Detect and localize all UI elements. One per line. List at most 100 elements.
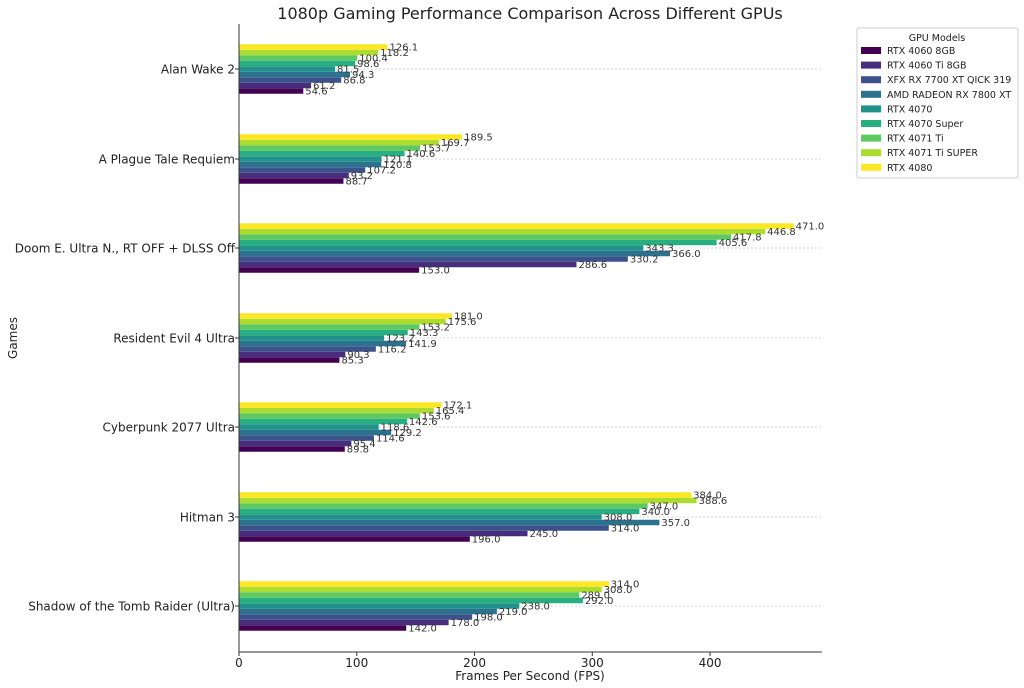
value-label: 181.0 <box>454 312 483 323</box>
value-label: 116.2 <box>378 345 407 356</box>
legend-label: RTX 4070 Super <box>887 119 963 130</box>
value-label: 446.8 <box>767 227 796 238</box>
bar <box>239 228 766 235</box>
value-label: 89.8 <box>347 445 369 456</box>
bar <box>239 407 434 414</box>
value-label: 417.8 <box>733 233 762 244</box>
bar <box>239 71 351 78</box>
legend-swatch <box>861 120 881 127</box>
value-label: 123.2 <box>386 334 415 345</box>
bar <box>239 239 717 246</box>
x-tick-label: 200 <box>463 656 486 670</box>
x-axis-label: Frames Per Second (FPS) <box>455 669 605 683</box>
x-tick-label: 300 <box>581 656 604 670</box>
value-label: 61.2 <box>313 81 335 92</box>
legend-swatch <box>861 76 881 84</box>
y-tick-label: Resident Evil 4 Ultra <box>113 332 235 346</box>
value-label: 196.0 <box>472 535 501 546</box>
value-label: 153.2 <box>421 323 450 334</box>
value-label: 90.3 <box>347 350 369 361</box>
bar <box>239 418 407 425</box>
legend-swatch <box>861 105 881 113</box>
bar <box>239 413 420 419</box>
bar <box>239 340 407 347</box>
y-tick-label: Hitman 3 <box>180 511 235 525</box>
bar <box>239 592 580 598</box>
bar <box>239 267 420 273</box>
bar <box>239 55 358 61</box>
legend-label: RTX 4071 Ti <box>887 134 944 145</box>
legend-label: RTX 4080 <box>887 163 932 174</box>
value-label: 384.0 <box>693 491 722 502</box>
value-label: 153.0 <box>421 266 450 277</box>
bar <box>239 440 352 447</box>
y-tick-label: Alan Wake 2 <box>161 63 235 77</box>
value-label: 292.0 <box>585 596 614 607</box>
value-label: 129.2 <box>393 428 422 439</box>
value-label: 289.0 <box>581 591 610 602</box>
bar <box>239 66 335 72</box>
legend-title: GPU Models <box>909 33 966 44</box>
bar <box>239 492 692 498</box>
bar <box>239 134 463 140</box>
value-label: 142.6 <box>409 417 438 428</box>
bar <box>239 619 449 626</box>
value-label: 165.4 <box>436 406 465 417</box>
value-label: 54.6 <box>305 87 327 98</box>
value-label: 86.8 <box>343 76 365 87</box>
bar <box>239 156 382 162</box>
value-label: 405.6 <box>719 238 748 249</box>
value-label: 143.3 <box>410 328 439 339</box>
bar <box>239 329 408 336</box>
value-label: 308.0 <box>604 585 633 596</box>
bar <box>239 446 345 452</box>
x-ticks-group: 0 100 200 300 400 <box>235 652 721 670</box>
value-label: 178.0 <box>451 618 480 629</box>
value-label: 118.2 <box>380 48 409 59</box>
bar <box>239 424 379 430</box>
value-label: 286.6 <box>579 260 608 271</box>
legend-label: RTX 4070 <box>887 104 932 115</box>
legend-label: AMD RADEON RX 7800 XT <box>887 90 1011 101</box>
bar <box>239 335 385 341</box>
y-ticks-group: Alan Wake 2 A Plague Tale Requiem Doom E. … <box>15 63 239 614</box>
bar <box>239 172 349 179</box>
bar <box>239 250 671 257</box>
bar <box>239 234 732 240</box>
bar <box>239 525 609 531</box>
bar <box>239 178 344 184</box>
bar <box>239 44 388 50</box>
bar <box>239 586 602 593</box>
bar <box>239 597 583 604</box>
value-label: 471.0 <box>796 222 825 233</box>
x-tick-label: 0 <box>235 656 243 670</box>
value-label: 121.1 <box>384 155 413 166</box>
legend-label: RTX 4060 Ti 8GB <box>887 61 967 72</box>
value-label: 88.7 <box>345 177 367 188</box>
bars-group <box>239 44 794 631</box>
bar <box>239 261 577 268</box>
legend-swatch <box>861 90 881 98</box>
value-label: 175.6 <box>448 317 477 328</box>
value-label: 120.8 <box>383 160 412 171</box>
value-label: 95.4 <box>353 439 375 450</box>
value-label: 343.3 <box>645 244 674 255</box>
bar <box>239 530 528 537</box>
legend-swatch <box>861 163 881 171</box>
y-tick-label: A Plague Tale Requiem <box>99 153 235 167</box>
y-tick-label: Shadow of the Tomb Raider (Ultra) <box>28 600 235 614</box>
value-label: 107.2 <box>367 166 396 177</box>
value-label: 238.0 <box>521 602 550 613</box>
bar <box>239 60 356 67</box>
bar <box>239 514 602 520</box>
y-tick-label: Cyberpunk 2077 Ultra <box>103 421 235 435</box>
legend-items: RTX 4060 8GB RTX 4060 Ti 8GB XFX RX 7700 X… <box>861 46 1011 174</box>
bar <box>239 313 453 319</box>
bar <box>239 536 470 542</box>
legend-swatch <box>861 149 881 157</box>
bar <box>239 608 497 615</box>
value-label: 142.0 <box>408 624 437 635</box>
bar <box>239 77 342 83</box>
bar <box>239 357 340 363</box>
bar <box>239 497 697 504</box>
